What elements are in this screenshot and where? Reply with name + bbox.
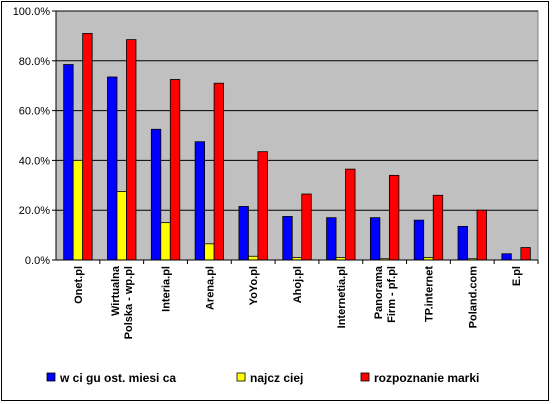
- x-tick-label: E.pl: [511, 266, 523, 286]
- x-tick-label: Wirtualna: [110, 265, 122, 316]
- x-tick-label: TP.internet: [423, 266, 435, 322]
- bar-0: [369, 217, 381, 261]
- legend-label-0: w ci gu ost. miesi ca: [59, 371, 176, 385]
- bar-0: [457, 225, 468, 261]
- bar-2: [301, 193, 312, 261]
- x-tick-label: Ahoj.pl: [292, 266, 304, 303]
- bar-1: [160, 222, 171, 261]
- bar-1: [116, 191, 127, 261]
- bar-2: [432, 194, 444, 261]
- y-tick-label: 40.0%: [19, 155, 50, 167]
- bar-2: [520, 247, 531, 261]
- bar-2: [257, 151, 268, 261]
- x-tick-label: Internetia.pl: [336, 266, 348, 328]
- y-axis-ticks: 0.0% 20.0% 40.0% 60.0% 80.0% 100.0%: [13, 6, 56, 267]
- legend-label-2: rozpoznanie marki: [374, 371, 479, 385]
- x-tick-label: Poland.com: [467, 266, 479, 329]
- bar-2: [126, 39, 137, 261]
- bar-0: [150, 128, 162, 261]
- legend-label-1: najcz ciej: [250, 371, 303, 385]
- bar-0: [63, 64, 74, 261]
- legend-swatch-0: [46, 372, 56, 382]
- bar-1: [72, 159, 84, 261]
- bar-0: [501, 253, 512, 261]
- bar-0: [238, 206, 249, 261]
- y-tick-label: 80.0%: [19, 56, 50, 68]
- x-tick-label: Firm - pf.pl: [386, 266, 398, 323]
- x-tick-label: Interia.pl: [161, 266, 173, 312]
- x-tick-label: Panorama: [373, 265, 385, 319]
- y-tick-label: 100.0%: [13, 6, 51, 18]
- bar-2: [169, 79, 181, 261]
- x-axis-labels: Onet.pl Wirtualna Polska - wp.pl Interia.pl…: [73, 265, 523, 339]
- legend: w ci gu ost. miesi ca najcz ciej rozpoznan…: [46, 371, 479, 385]
- legend-swatch-1: [236, 372, 246, 382]
- bar-2: [82, 33, 93, 261]
- bar-0: [326, 217, 337, 261]
- bar-1: [204, 243, 215, 261]
- bar-2: [345, 168, 356, 261]
- bar-2: [476, 209, 487, 261]
- y-tick-label: 0.0%: [25, 255, 50, 267]
- bar-0: [282, 216, 293, 261]
- bar-2: [388, 174, 400, 261]
- bar-0: [107, 76, 118, 261]
- bar-0: [194, 141, 206, 261]
- x-tick-label: YoYo.pl: [248, 266, 260, 305]
- x-tick-label: Arena.pl: [204, 266, 216, 310]
- bar-2: [213, 82, 225, 261]
- legend-swatch-2: [360, 372, 370, 382]
- y-tick-label: 60.0%: [19, 106, 50, 118]
- x-tick-label: Onet.pl: [73, 266, 85, 304]
- bar-0: [413, 219, 425, 261]
- x-tick-label: Polska - wp.pl: [123, 266, 135, 339]
- bar-1: [248, 255, 259, 261]
- y-tick-label: 20.0%: [19, 205, 50, 217]
